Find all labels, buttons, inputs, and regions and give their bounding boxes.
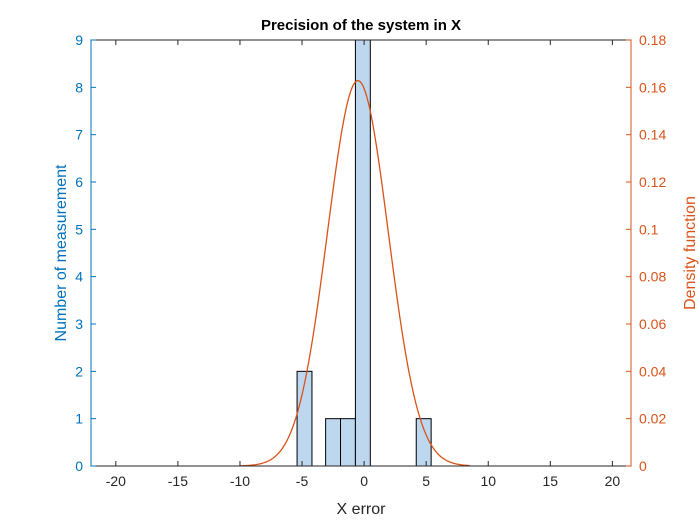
y-left-tick-label: 4 bbox=[75, 269, 83, 285]
y-right-tick-label: 0.16 bbox=[639, 79, 666, 95]
histogram-bar bbox=[340, 418, 356, 467]
y-right-tick-label: 0.08 bbox=[639, 269, 666, 285]
y-left-tick-label: 2 bbox=[75, 363, 83, 379]
x-tick-label: -20 bbox=[106, 473, 126, 489]
y-left-tick-label: 7 bbox=[75, 127, 83, 143]
histogram-bar bbox=[415, 418, 432, 467]
density-curve bbox=[239, 79, 470, 467]
chart-title: Precision of the system in X bbox=[261, 17, 461, 34]
x-axis-label: X error bbox=[337, 501, 387, 518]
y-right-tick-label: 0.14 bbox=[639, 127, 666, 143]
histogram-bars bbox=[296, 39, 432, 467]
x-tick-label: 10 bbox=[480, 473, 496, 489]
y-axis-right-label: Density function bbox=[682, 196, 699, 310]
y-right-tick-label: 0.18 bbox=[639, 32, 666, 48]
y-right-tick-label: 0.06 bbox=[639, 316, 666, 332]
x-tick-label: -10 bbox=[230, 473, 250, 489]
y-left-tick-label: 5 bbox=[75, 221, 83, 237]
y-right-tick-label: 0.1 bbox=[639, 221, 659, 237]
y-left-tick-label: 8 bbox=[75, 79, 83, 95]
y-left-tick-label: 6 bbox=[75, 174, 83, 190]
x-tick-label: 0 bbox=[360, 473, 368, 489]
x-tick-label: 15 bbox=[543, 473, 559, 489]
y-left-tick-label: 3 bbox=[75, 316, 83, 332]
x-tick-label: -5 bbox=[296, 473, 309, 489]
y-left-tick-label: 9 bbox=[75, 32, 83, 48]
y-right-tick-label: 0.02 bbox=[639, 411, 666, 427]
y-right-tick-label: 0.12 bbox=[639, 174, 666, 190]
y-axis-left-label: Number of measurement bbox=[53, 164, 70, 342]
x-tick-label: 20 bbox=[605, 473, 621, 489]
y-left-tick-label: 0 bbox=[75, 458, 83, 474]
y-right-tick-label: 0.04 bbox=[639, 363, 666, 379]
histogram-bar bbox=[325, 418, 342, 467]
y-left-tick-label: 1 bbox=[75, 411, 83, 427]
y-right-tick-label: 0 bbox=[639, 458, 647, 474]
x-tick-label: -15 bbox=[168, 473, 188, 489]
x-tick-label: 5 bbox=[422, 473, 430, 489]
axes: -20 -15 -10 -5 0 5 10 15 20 0 1 2 3 4 5 6 7 8 9 0 0.02 0.04 0.… bbox=[75, 32, 666, 489]
